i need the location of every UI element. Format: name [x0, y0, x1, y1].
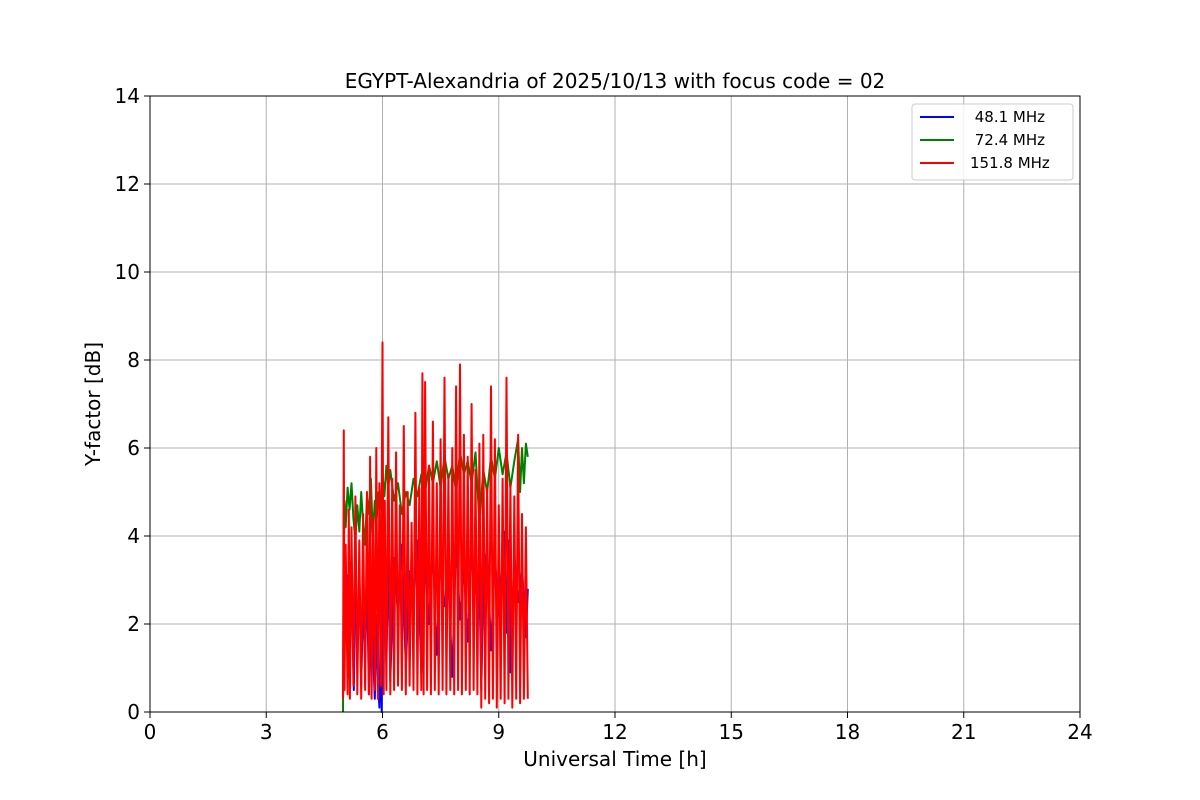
x-tick-label: 6: [376, 720, 389, 744]
series-line-2: [342, 341, 529, 709]
y-axis-label: Y-factor [dB]: [81, 342, 105, 467]
x-axis-ticks: 0 3 6 9 12 15 18 21 24: [144, 712, 1093, 744]
legend: 48.1 MHz 72.4 MHz 151.8 MHz: [911, 103, 1074, 181]
y-tick-label: 8: [127, 348, 140, 372]
legend-label-0: 48.1 MHz: [970, 108, 1045, 126]
x-tick-label: 0: [144, 720, 157, 744]
x-axis-label: Universal Time [h]: [523, 747, 706, 771]
x-tick-label: 15: [719, 720, 744, 744]
y-tick-label: 4: [127, 524, 140, 548]
chart-title: EGYPT-Alexandria of 2025/10/13 with focu…: [345, 69, 886, 93]
y-tick-label: 10: [115, 260, 140, 284]
x-tick-label: 3: [260, 720, 273, 744]
x-tick-label: 21: [951, 720, 976, 744]
grid: [149, 95, 1081, 713]
y-tick-label: 12: [115, 172, 140, 196]
series-line-1: [342, 438, 529, 713]
x-tick-label: 9: [492, 720, 505, 744]
legend-box: [911, 103, 1074, 181]
plot-series: [342, 341, 529, 713]
x-tick-label: 18: [835, 720, 860, 744]
y-tick-label: 6: [127, 436, 140, 460]
y-axis-ticks: 0 2 4 6 8 10 12 14: [115, 84, 150, 724]
y-tick-label: 0: [127, 700, 140, 724]
x-tick-label: 12: [602, 720, 627, 744]
legend-label-2: 151.8 MHz: [970, 154, 1050, 172]
legend-label-1: 72.4 MHz: [970, 131, 1045, 149]
y-tick-label: 14: [115, 84, 140, 108]
y-tick-label: 2: [127, 612, 140, 636]
x-tick-label: 24: [1067, 720, 1092, 744]
